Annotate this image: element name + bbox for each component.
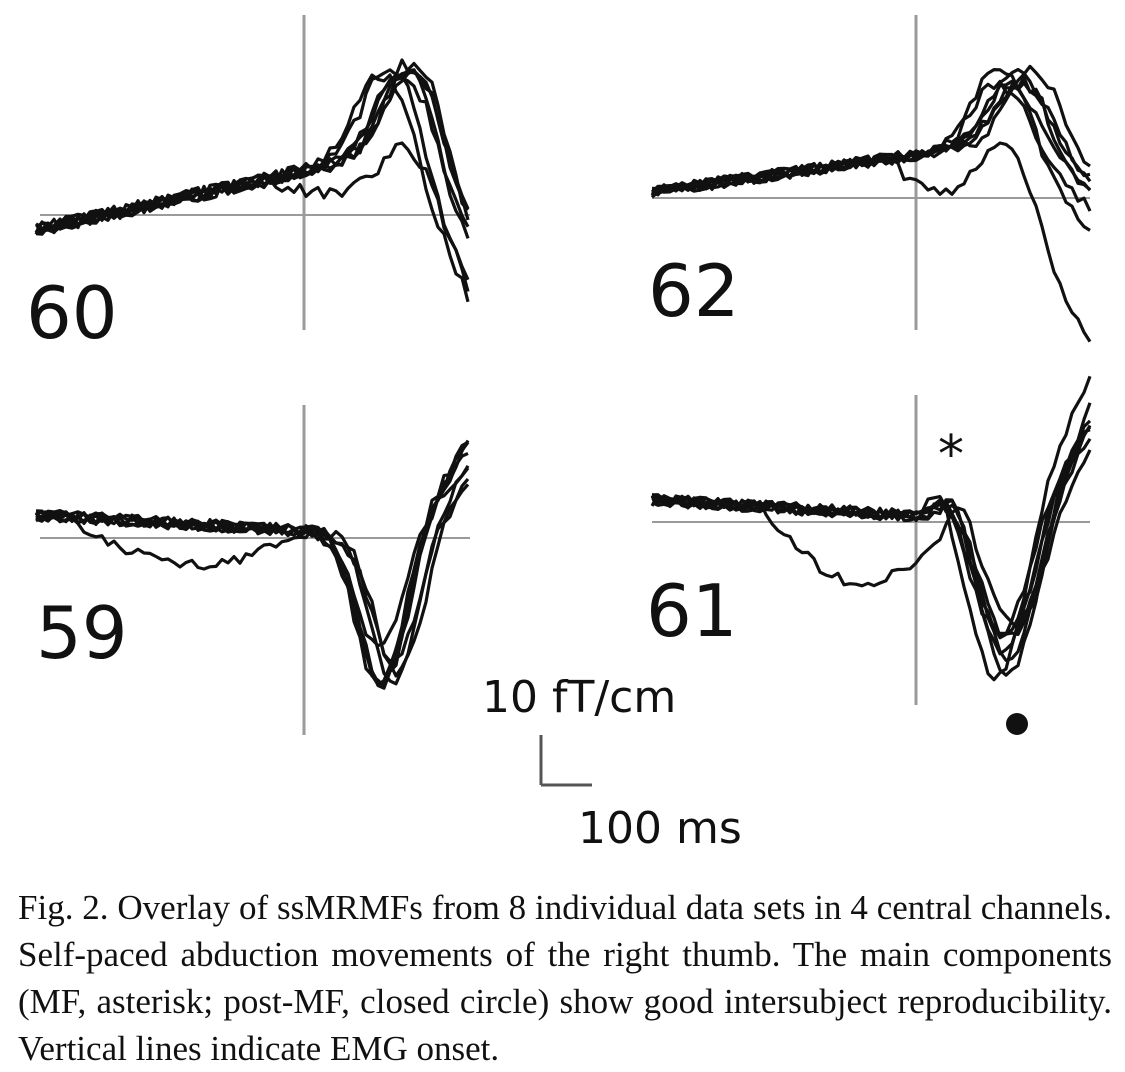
asterisk-marker: * — [938, 425, 964, 485]
waveform-trace — [650, 79, 1092, 199]
waveform-trace — [34, 61, 470, 234]
waveform-traces — [650, 375, 1092, 682]
figure-caption: Fig. 2. Overlay of ssMRMFs from 8 indivi… — [18, 888, 1112, 1068]
figure-overlay-plots: 60 62 59 61 * 10 fT/cm 100 ms — [26, 15, 1092, 854]
panel-62: 62 — [648, 15, 1092, 343]
panel-label: 61 — [646, 569, 738, 653]
waveform-trace — [35, 451, 469, 690]
waveform-trace — [651, 428, 1091, 640]
time-scale-label: 100 ms — [578, 803, 742, 854]
panel-59: 59 — [34, 405, 470, 735]
amplitude-scale-label: 10 fT/cm — [482, 672, 676, 723]
panel-label: 60 — [26, 271, 118, 355]
panel-label: 59 — [36, 591, 128, 675]
waveform-trace — [35, 439, 470, 686]
waveform-traces — [34, 439, 470, 690]
closed-circle-marker — [1006, 713, 1028, 735]
waveform-traces — [650, 64, 1092, 343]
panel-61: 61 * — [646, 375, 1092, 735]
panel-label: 62 — [648, 249, 740, 333]
waveform-traces — [34, 58, 470, 303]
waveform-trace — [651, 68, 1091, 232]
waveform-trace — [35, 440, 469, 687]
waveform-trace — [652, 67, 1092, 194]
scale-bar: 10 fT/cm 100 ms — [482, 672, 742, 854]
panel-60: 60 — [26, 15, 470, 355]
waveform-trace — [34, 70, 470, 236]
